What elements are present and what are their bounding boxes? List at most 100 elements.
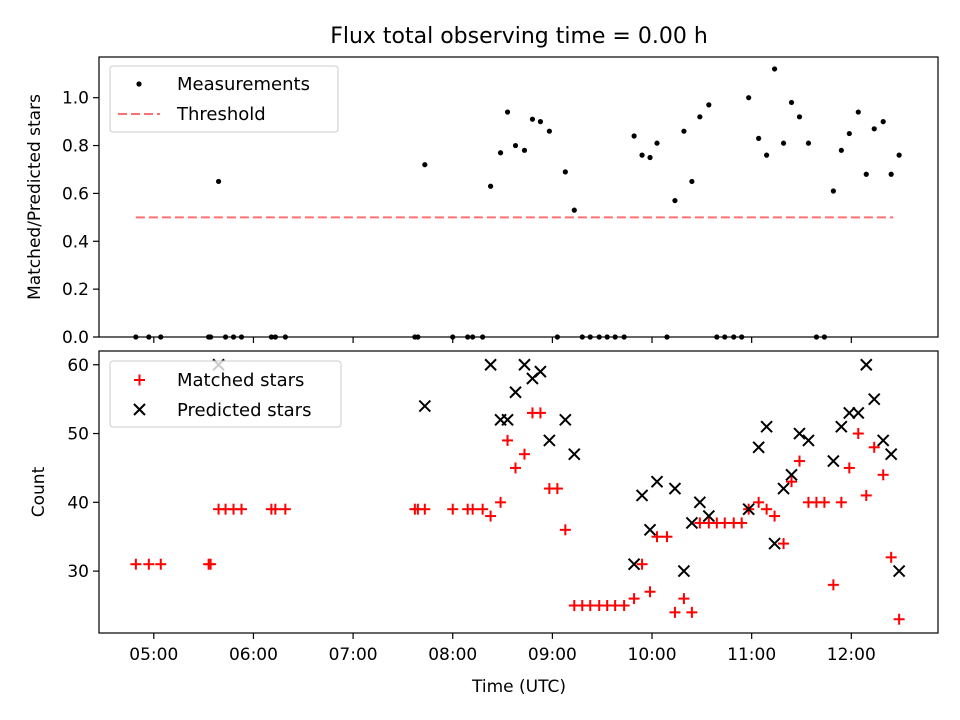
y-tick-label: 1.0 xyxy=(62,89,89,109)
y-tick-label: 0.6 xyxy=(62,184,89,204)
measurement-point xyxy=(546,128,552,134)
predicted-star-point xyxy=(643,523,657,537)
matched-star-point xyxy=(518,448,530,460)
matched-star-point xyxy=(661,531,673,543)
matched-star-point xyxy=(419,503,431,515)
matched-star-point xyxy=(843,462,855,474)
predicted-star-point xyxy=(509,386,522,399)
matched-star-point xyxy=(477,503,489,515)
predicted-star-point xyxy=(860,358,873,371)
y-tick-label: 60 xyxy=(67,356,89,376)
measurement-point xyxy=(706,102,712,108)
matched-star-point xyxy=(877,469,889,481)
measurement-point xyxy=(830,188,836,194)
predicted-star-point xyxy=(650,475,664,488)
measurement-point xyxy=(880,119,886,125)
matched-star-point xyxy=(618,599,630,611)
matched-star-point xyxy=(753,496,765,508)
predicted-star-point xyxy=(484,358,497,371)
measurement-point xyxy=(780,140,787,146)
measurement-point xyxy=(504,109,511,115)
matched-star-point xyxy=(860,489,872,501)
matched-star-point xyxy=(678,593,690,605)
matched-star-point xyxy=(686,606,698,618)
matched-star-point xyxy=(786,476,798,488)
x-tick-label: 09:00 xyxy=(528,645,577,665)
measurement-point xyxy=(537,119,544,125)
predicted-star-point xyxy=(534,365,547,378)
predicted-star-point xyxy=(876,434,890,447)
measurement-point xyxy=(756,135,762,141)
x-axis-label: Time (UTC) xyxy=(471,677,566,697)
legend-predicted-marker xyxy=(133,403,146,416)
measurement-point xyxy=(871,126,877,132)
y-tick-label: 0.2 xyxy=(62,280,89,300)
predicted-star-point xyxy=(892,564,906,578)
matched-star-point xyxy=(769,510,781,522)
bottom-legend: Matched stars Predicted stars xyxy=(109,360,342,428)
matched-star-point xyxy=(495,496,507,508)
matched-star-point xyxy=(835,496,847,508)
matched-star-point xyxy=(651,531,663,543)
measurement-point xyxy=(422,162,428,168)
matched-star-point xyxy=(534,407,546,419)
matched-star-point xyxy=(852,428,864,440)
predicted-star-point xyxy=(843,406,856,420)
predicted-star-point xyxy=(827,454,840,468)
x-tick-label: 11:00 xyxy=(727,645,776,665)
bottom-panel: 30 40 50 60 05:00 06:00 07:00 08:00 09:00 10:00 1… xyxy=(29,350,939,697)
predicted-star-point xyxy=(543,434,556,447)
matched-star-point xyxy=(559,524,571,536)
legend-matched-marker xyxy=(134,374,145,386)
measurement-point xyxy=(771,66,778,72)
predicted-star-point xyxy=(418,399,432,413)
x-tick-label: 06:00 xyxy=(229,645,278,665)
measurement-point xyxy=(846,130,852,137)
x-tick-label: 05:00 xyxy=(129,645,178,665)
measurement-point xyxy=(529,116,536,122)
bottom-x-ticks: 05:00 06:00 07:00 08:00 09:00 10:00 11:00 12:00 xyxy=(129,633,876,665)
predicted-star-point xyxy=(752,441,765,454)
matched-star-point xyxy=(827,579,839,591)
predicted-star-point xyxy=(768,537,781,550)
matched-star-point xyxy=(736,517,748,529)
measurement-point xyxy=(487,183,494,189)
predicted-star-point xyxy=(777,482,790,495)
matched-star-point xyxy=(279,503,291,515)
top-axes-frame xyxy=(98,56,939,338)
y-tick-label: 0.0 xyxy=(62,328,89,348)
measurement-point xyxy=(764,152,770,158)
top-legend: Measurements Threshold xyxy=(109,65,339,133)
measurement-point xyxy=(215,178,222,185)
x-tick-label: 07:00 xyxy=(329,645,378,665)
y-tick-label: 50 xyxy=(67,425,89,445)
top-panel: 0.0 0.2 0.4 0.6 0.8 1.0 Matched/Predicted sta… xyxy=(25,56,939,348)
predicted-star-point xyxy=(559,413,572,426)
predicted-star-point xyxy=(868,392,881,406)
matched-star-point xyxy=(628,593,640,605)
predicted-star-point xyxy=(518,358,531,371)
bottom-y-ticks: 30 40 50 60 xyxy=(67,356,99,582)
measurement-point xyxy=(631,133,637,139)
legend-measurements-label: Measurements xyxy=(177,74,310,95)
predicted-star-point xyxy=(793,427,806,440)
measurement-point xyxy=(805,140,812,146)
matched-star-point xyxy=(467,503,479,515)
bottom-y-axis-label: Count xyxy=(29,466,49,517)
measurement-point xyxy=(681,128,687,134)
matched-star-point xyxy=(551,483,563,495)
measurement-point xyxy=(689,178,695,185)
measurement-point xyxy=(512,142,519,149)
top-x-ticks xyxy=(153,337,852,343)
measurement-point xyxy=(838,147,844,153)
matched-star-point xyxy=(485,510,497,522)
measurement-point xyxy=(746,95,752,101)
bottom-axes-frame xyxy=(98,350,939,634)
matched-star-point xyxy=(669,606,681,618)
predicted-star-point xyxy=(668,482,682,495)
matched-star-point xyxy=(155,558,167,570)
matched-star-point xyxy=(510,462,522,474)
matched-star-point xyxy=(818,496,830,508)
bottom-plot-area xyxy=(130,358,906,625)
